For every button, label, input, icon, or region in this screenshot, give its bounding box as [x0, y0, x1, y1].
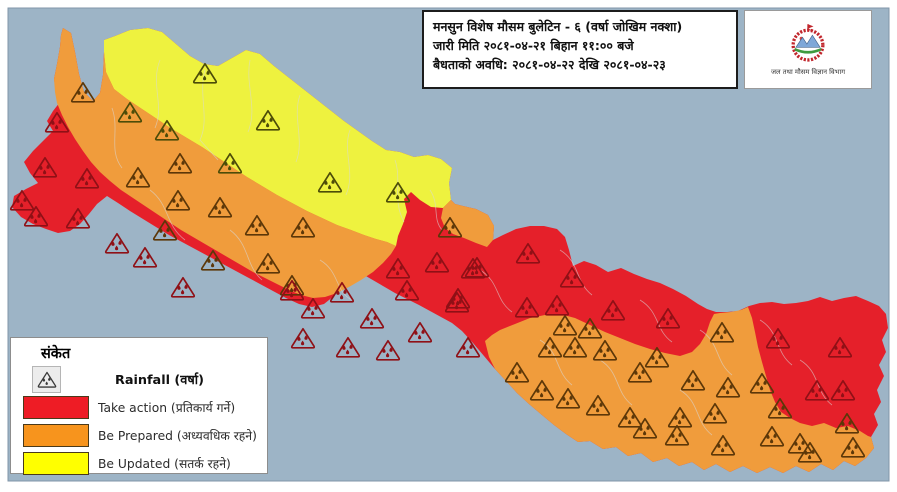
legend-title: संकेत	[41, 346, 71, 362]
legend-rainfall-label: Rainfall (वर्षा)	[115, 373, 204, 388]
risk-region-be-updated	[104, 28, 452, 246]
take-action-label: Take action (प्रतिकार्य गर्ने)	[98, 400, 236, 415]
take-action-color-swatch	[23, 395, 89, 419]
be-prepared-color-swatch	[23, 423, 89, 447]
legend-row-take-action: Take action (प्रतिकार्य गर्ने)	[23, 393, 261, 421]
bulletin-title-box: मनसुन विशेष मौसम बुलेटिन - ६ (वर्षा जोखि…	[422, 10, 738, 89]
legend-box: संकेत Rainfall (वर्षा) Take action (प्रत…	[10, 337, 268, 477]
risk-region-be-prepared-bump	[441, 200, 494, 247]
be-updated-color-swatch	[23, 451, 89, 475]
legend-rainfall-row: Rainfall (वर्षा)	[23, 365, 261, 393]
legend-row-be-updated: Be Updated (सतर्क रहने)	[23, 449, 261, 477]
bulletin-validity: बैधताको अवधि: २०८१-०४-२२ देखि २०८१-०४-२३	[433, 57, 666, 72]
bulletin-issue-date: जारी मिति २०८१-०४-२१ बिहान ११:०० बजे	[433, 38, 634, 53]
bulletin-title-line1: मनसुन विशेष मौसम बुलेटिन - ६ (वर्षा जोखि…	[433, 19, 683, 34]
rainfall-warning-icon	[32, 365, 61, 393]
nepal-government-emblem-icon	[791, 24, 825, 62]
department-name: जल तथा मौसम विज्ञान विभाग	[770, 68, 846, 77]
department-logo-box: जल तथा मौसम विज्ञान विभाग	[744, 10, 872, 89]
district-boundaries	[111, 59, 833, 436]
be-updated-label: Be Updated (सतर्क रहने)	[98, 456, 231, 471]
legend-row-be-prepared: Be Prepared (अध्यवधिक रहने)	[23, 421, 261, 449]
be-prepared-label: Be Prepared (अध्यवधिक रहने)	[98, 428, 257, 443]
